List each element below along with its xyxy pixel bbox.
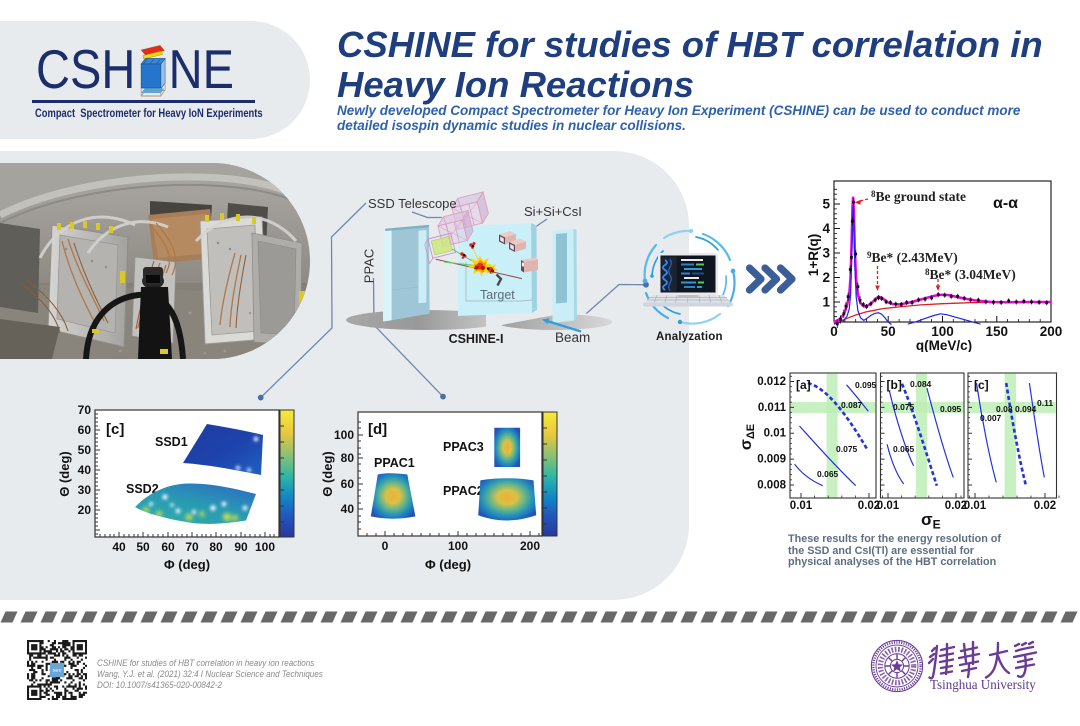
svg-text:PPAC2: PPAC2 xyxy=(443,484,484,498)
svg-text:SSD2: SSD2 xyxy=(126,482,159,496)
svg-text:80: 80 xyxy=(209,540,223,554)
svg-text:σΔE: σΔE xyxy=(738,424,757,450)
svg-text:3: 3 xyxy=(822,246,830,261)
svg-text:[c]: [c] xyxy=(106,421,124,438)
svg-text:60: 60 xyxy=(341,477,355,491)
svg-text:0: 0 xyxy=(382,539,389,553)
svg-text:1: 1 xyxy=(822,295,830,310)
svg-text:0.075: 0.075 xyxy=(893,402,915,412)
svg-text:PPAC1: PPAC1 xyxy=(374,456,415,470)
svg-text:20: 20 xyxy=(78,503,92,517)
svg-text:0.02: 0.02 xyxy=(1034,500,1056,512)
svg-text:40: 40 xyxy=(341,502,355,516)
svg-text:0.01: 0.01 xyxy=(790,500,813,512)
svg-text:SSD1: SSD1 xyxy=(155,435,188,449)
svg-text:0: 0 xyxy=(830,324,838,339)
svg-text:0.084: 0.084 xyxy=(910,379,932,389)
svg-text:0.01: 0.01 xyxy=(877,500,900,512)
svg-text:9Be* (2.43MeV): 9Be* (2.43MeV) xyxy=(867,250,958,265)
svg-text:Θ (deg): Θ (deg) xyxy=(320,451,335,497)
svg-text:4: 4 xyxy=(822,221,830,236)
svg-text:0.02: 0.02 xyxy=(945,500,967,512)
svg-text:80: 80 xyxy=(341,451,355,465)
svg-text:60: 60 xyxy=(161,540,175,554)
svg-text:70: 70 xyxy=(185,540,199,554)
svg-text:0.01: 0.01 xyxy=(764,428,787,440)
svg-text:0.075: 0.075 xyxy=(836,444,858,454)
svg-text:0.011: 0.011 xyxy=(758,402,787,414)
svg-text:Si+Si+CsI: Si+Si+CsI xyxy=(524,204,582,219)
svg-text:100: 100 xyxy=(448,539,468,553)
svg-text:0.007: 0.007 xyxy=(980,413,1002,423)
svg-text:30: 30 xyxy=(78,483,92,497)
svg-text:150: 150 xyxy=(986,324,1009,339)
svg-text:40: 40 xyxy=(78,463,92,477)
svg-text:8Be ground state: 8Be ground state xyxy=(871,189,966,204)
svg-text:σE: σE xyxy=(921,510,941,532)
svg-text:Φ (deg): Φ (deg) xyxy=(164,557,210,572)
svg-text:Φ (deg): Φ (deg) xyxy=(425,557,471,572)
svg-text:0.009: 0.009 xyxy=(757,454,786,466)
svg-text:90: 90 xyxy=(234,540,248,554)
svg-text:50: 50 xyxy=(881,324,896,339)
svg-text:0.087: 0.087 xyxy=(841,400,863,410)
svg-text:200: 200 xyxy=(1040,324,1063,339)
svg-text:70: 70 xyxy=(78,403,92,417)
svg-text:40: 40 xyxy=(112,540,126,554)
svg-text:Target: Target xyxy=(480,288,515,302)
svg-text:Θ (deg): Θ (deg) xyxy=(57,451,72,497)
svg-text:0.11: 0.11 xyxy=(1037,398,1053,408)
svg-text:α-α: α-α xyxy=(993,195,1018,212)
svg-text:[a]: [a] xyxy=(796,378,811,392)
svg-text:0.094: 0.094 xyxy=(1015,404,1037,414)
svg-text:100: 100 xyxy=(931,324,954,339)
svg-text:0.02: 0.02 xyxy=(858,500,880,512)
svg-text:0.095: 0.095 xyxy=(855,380,877,390)
svg-text:PPAC3: PPAC3 xyxy=(443,440,484,454)
svg-text:SSD Telescope: SSD Telescope xyxy=(368,196,457,211)
svg-text:0.012: 0.012 xyxy=(757,376,786,388)
svg-text:8Be* (3.04MeV): 8Be* (3.04MeV) xyxy=(925,267,1016,282)
svg-text:5: 5 xyxy=(822,197,830,212)
svg-text:0.08: 0.08 xyxy=(996,404,1013,414)
svg-text:100: 100 xyxy=(334,428,354,442)
svg-text:0.095: 0.095 xyxy=(940,404,962,414)
svg-text:0.065: 0.065 xyxy=(893,444,915,454)
svg-text:[b]: [b] xyxy=(887,378,902,392)
svg-text:60: 60 xyxy=(78,423,92,437)
svg-text:0.065: 0.065 xyxy=(817,469,839,479)
svg-text:1+R(q): 1+R(q) xyxy=(806,234,821,276)
svg-text:Beam: Beam xyxy=(555,330,590,345)
svg-text:2: 2 xyxy=(822,270,830,285)
svg-text:CSHINE-I: CSHINE-I xyxy=(449,332,504,346)
svg-text:200: 200 xyxy=(520,539,540,553)
svg-text:0.008: 0.008 xyxy=(757,480,786,492)
svg-text:PPAC: PPAC xyxy=(362,249,377,283)
svg-text:50: 50 xyxy=(78,443,92,457)
svg-text:[d]: [d] xyxy=(368,421,387,438)
svg-text:50: 50 xyxy=(136,540,150,554)
svg-text:0.01: 0.01 xyxy=(964,500,987,512)
svg-text:100: 100 xyxy=(255,540,275,554)
svg-text:q(MeV/c): q(MeV/c) xyxy=(916,338,972,352)
svg-text:NST: NST xyxy=(53,668,62,673)
svg-text:[c]: [c] xyxy=(974,378,989,392)
